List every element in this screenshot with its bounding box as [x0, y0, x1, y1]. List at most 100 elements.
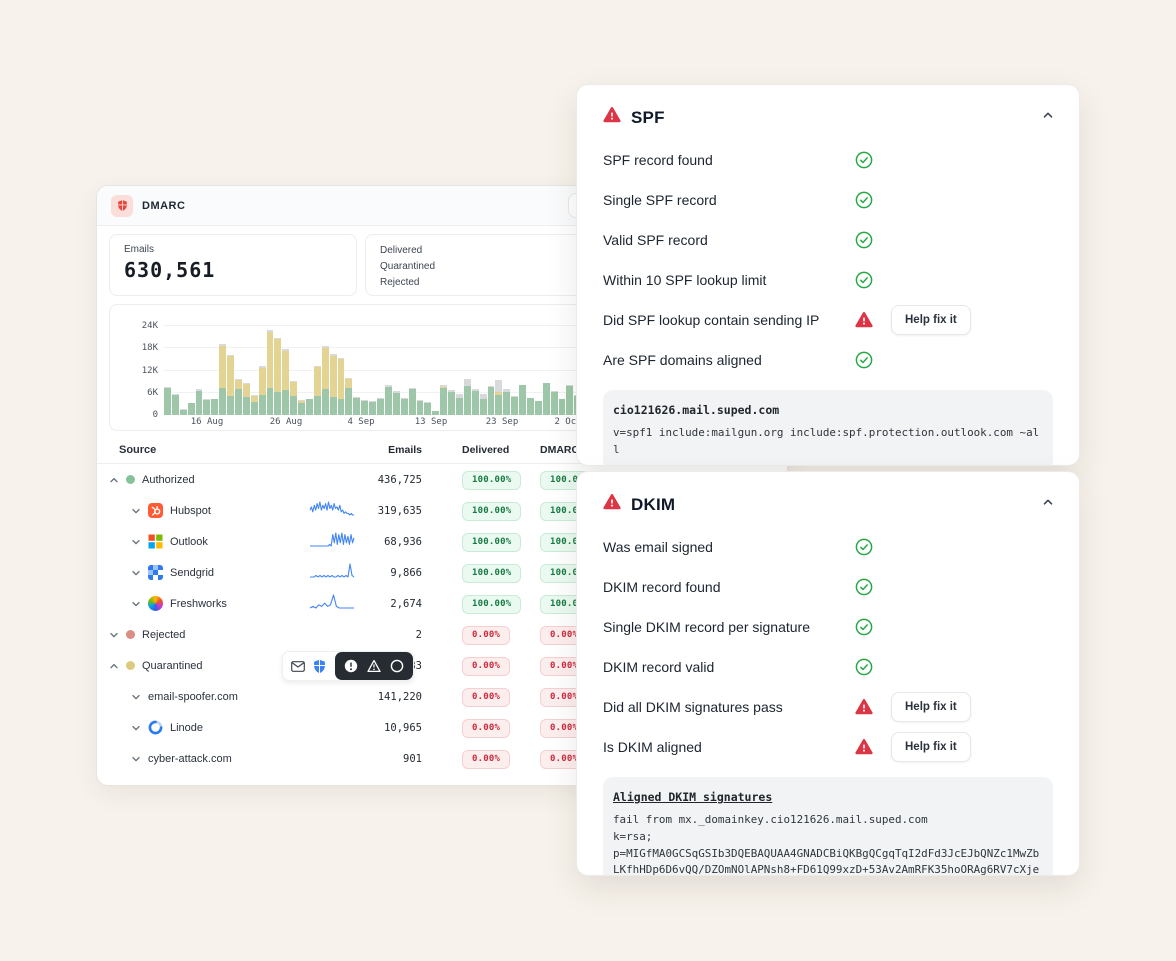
chart-bar[interactable] — [408, 387, 416, 415]
chart-bar[interactable] — [258, 366, 266, 415]
chart-bar[interactable] — [227, 354, 235, 415]
chart-bar[interactable] — [455, 393, 463, 415]
chart-bar[interactable] — [313, 365, 321, 415]
chevron-down-icon[interactable] — [131, 537, 141, 547]
chart-bar[interactable] — [519, 384, 526, 415]
bar-segment-quarantined — [329, 355, 337, 398]
chevron-down-icon[interactable] — [131, 568, 141, 578]
chevron-down-icon[interactable] — [131, 599, 141, 609]
bar-segment-delivered — [542, 383, 550, 415]
chart-bar[interactable] — [542, 382, 550, 415]
y-axis-label: 6K — [147, 387, 158, 398]
chart-bar[interactable] — [329, 354, 337, 415]
collapse-chevron-icon[interactable] — [1041, 108, 1055, 127]
check-fail-icon — [855, 311, 873, 329]
chart-bar[interactable] — [511, 396, 519, 415]
alert-circle-icon[interactable] — [344, 659, 358, 673]
bar-segment-rejected — [171, 393, 179, 395]
chart-bar[interactable] — [479, 393, 487, 415]
check-label: Was email signed — [603, 539, 713, 555]
chart-bar[interactable] — [416, 400, 424, 415]
chart-bar[interactable] — [187, 402, 195, 415]
chart-bar[interactable] — [566, 385, 574, 415]
chart-bar[interactable] — [235, 379, 242, 415]
table-row-cyber-attack-com[interactable]: cyber-attack.com 901 0.00% 0.00% — [97, 743, 787, 774]
chart-bar[interactable] — [321, 346, 329, 415]
chart-bar[interactable] — [503, 389, 511, 415]
chart-bar[interactable] — [345, 378, 353, 415]
chart-bar[interactable] — [377, 397, 384, 415]
chart-bar[interactable] — [400, 397, 408, 415]
bar-segment-rejected — [479, 393, 487, 400]
chart-bar[interactable] — [534, 400, 542, 415]
chart-bar[interactable] — [306, 399, 313, 415]
bar-segment-delivered — [179, 409, 187, 415]
chart-bar[interactable] — [282, 349, 290, 415]
bar-segment-delivered — [227, 395, 235, 415]
chart-bar[interactable] — [337, 358, 345, 415]
chevron-down-icon[interactable] — [131, 692, 141, 702]
chevron-up-icon[interactable] — [109, 475, 119, 485]
email-icon[interactable] — [290, 659, 305, 674]
bar-segment-delivered — [400, 398, 408, 415]
delivered-badge: 0.00% — [462, 687, 511, 707]
chart-bar[interactable] — [219, 343, 227, 415]
column-header-emails: Emails — [388, 444, 422, 456]
chart-bar[interactable] — [203, 399, 211, 415]
chart-bar[interactable] — [290, 380, 298, 415]
chart-bar[interactable] — [432, 410, 440, 415]
chart-bar[interactable] — [463, 379, 471, 415]
circle-icon[interactable] — [390, 659, 404, 673]
check-pass-icon — [855, 151, 873, 169]
chevron-down-icon[interactable] — [109, 630, 119, 640]
chart-bar[interactable] — [558, 399, 566, 415]
chart-bar[interactable] — [424, 402, 432, 415]
chart-bar[interactable] — [179, 409, 187, 415]
chart-bar[interactable] — [440, 384, 448, 415]
table-row-freshworks[interactable]: Freshworks 2,674 100.00% 100.00% — [97, 588, 787, 619]
check-row: Is DKIM aligned Help fix it — [577, 727, 1079, 767]
freshworks-icon — [148, 596, 163, 611]
help-fix-it-button[interactable]: Help fix it — [891, 305, 971, 335]
chart-bar[interactable] — [392, 390, 400, 415]
chart-bar[interactable] — [171, 393, 179, 415]
chart-bar[interactable] — [384, 385, 392, 415]
delivered-cell: 100.00% — [462, 531, 540, 552]
source-label: Rejected — [142, 628, 186, 641]
emails-cell: 901 — [403, 752, 422, 765]
chart-bar[interactable] — [353, 396, 361, 415]
bar-segment-quarantined — [321, 347, 329, 390]
chart-bar[interactable] — [495, 380, 503, 415]
chevron-up-icon[interactable] — [109, 661, 119, 671]
chart-bar[interactable] — [274, 337, 282, 415]
source-cell: Freshworks — [97, 596, 309, 611]
help-fix-it-button[interactable]: Help fix it — [891, 732, 971, 762]
shield-icon[interactable] — [312, 659, 327, 674]
chart-bar[interactable] — [471, 389, 479, 415]
chart-bar[interactable] — [298, 400, 306, 415]
bar-segment-delivered — [298, 402, 306, 415]
chart-bar[interactable] — [164, 387, 171, 415]
chart-bar[interactable] — [195, 389, 203, 415]
warning-triangle-icon[interactable] — [367, 659, 381, 673]
chevron-down-icon[interactable] — [131, 506, 141, 516]
bar-segment-rejected — [463, 379, 471, 387]
chart-bar[interactable] — [250, 395, 258, 415]
chart-bar[interactable] — [550, 390, 558, 415]
chart-bar[interactable] — [369, 401, 377, 415]
delivered-cell: 100.00% — [462, 593, 540, 614]
chart-bar[interactable] — [211, 398, 219, 415]
chevron-down-icon[interactable] — [131, 723, 141, 733]
bar-segment-quarantined — [266, 332, 274, 388]
chart-bar[interactable] — [266, 330, 274, 415]
chart-bar[interactable] — [487, 386, 495, 415]
help-fix-it-button[interactable]: Help fix it — [891, 692, 971, 722]
collapse-chevron-icon[interactable] — [1041, 495, 1055, 514]
bar-segment-delivered — [479, 399, 487, 415]
chart-bar[interactable] — [448, 389, 455, 415]
chart-bar[interactable] — [242, 382, 250, 415]
chevron-down-icon[interactable] — [131, 754, 141, 764]
check-row: SPF record found — [577, 140, 1079, 180]
chart-bar[interactable] — [361, 400, 369, 415]
chart-bar[interactable] — [526, 397, 534, 415]
